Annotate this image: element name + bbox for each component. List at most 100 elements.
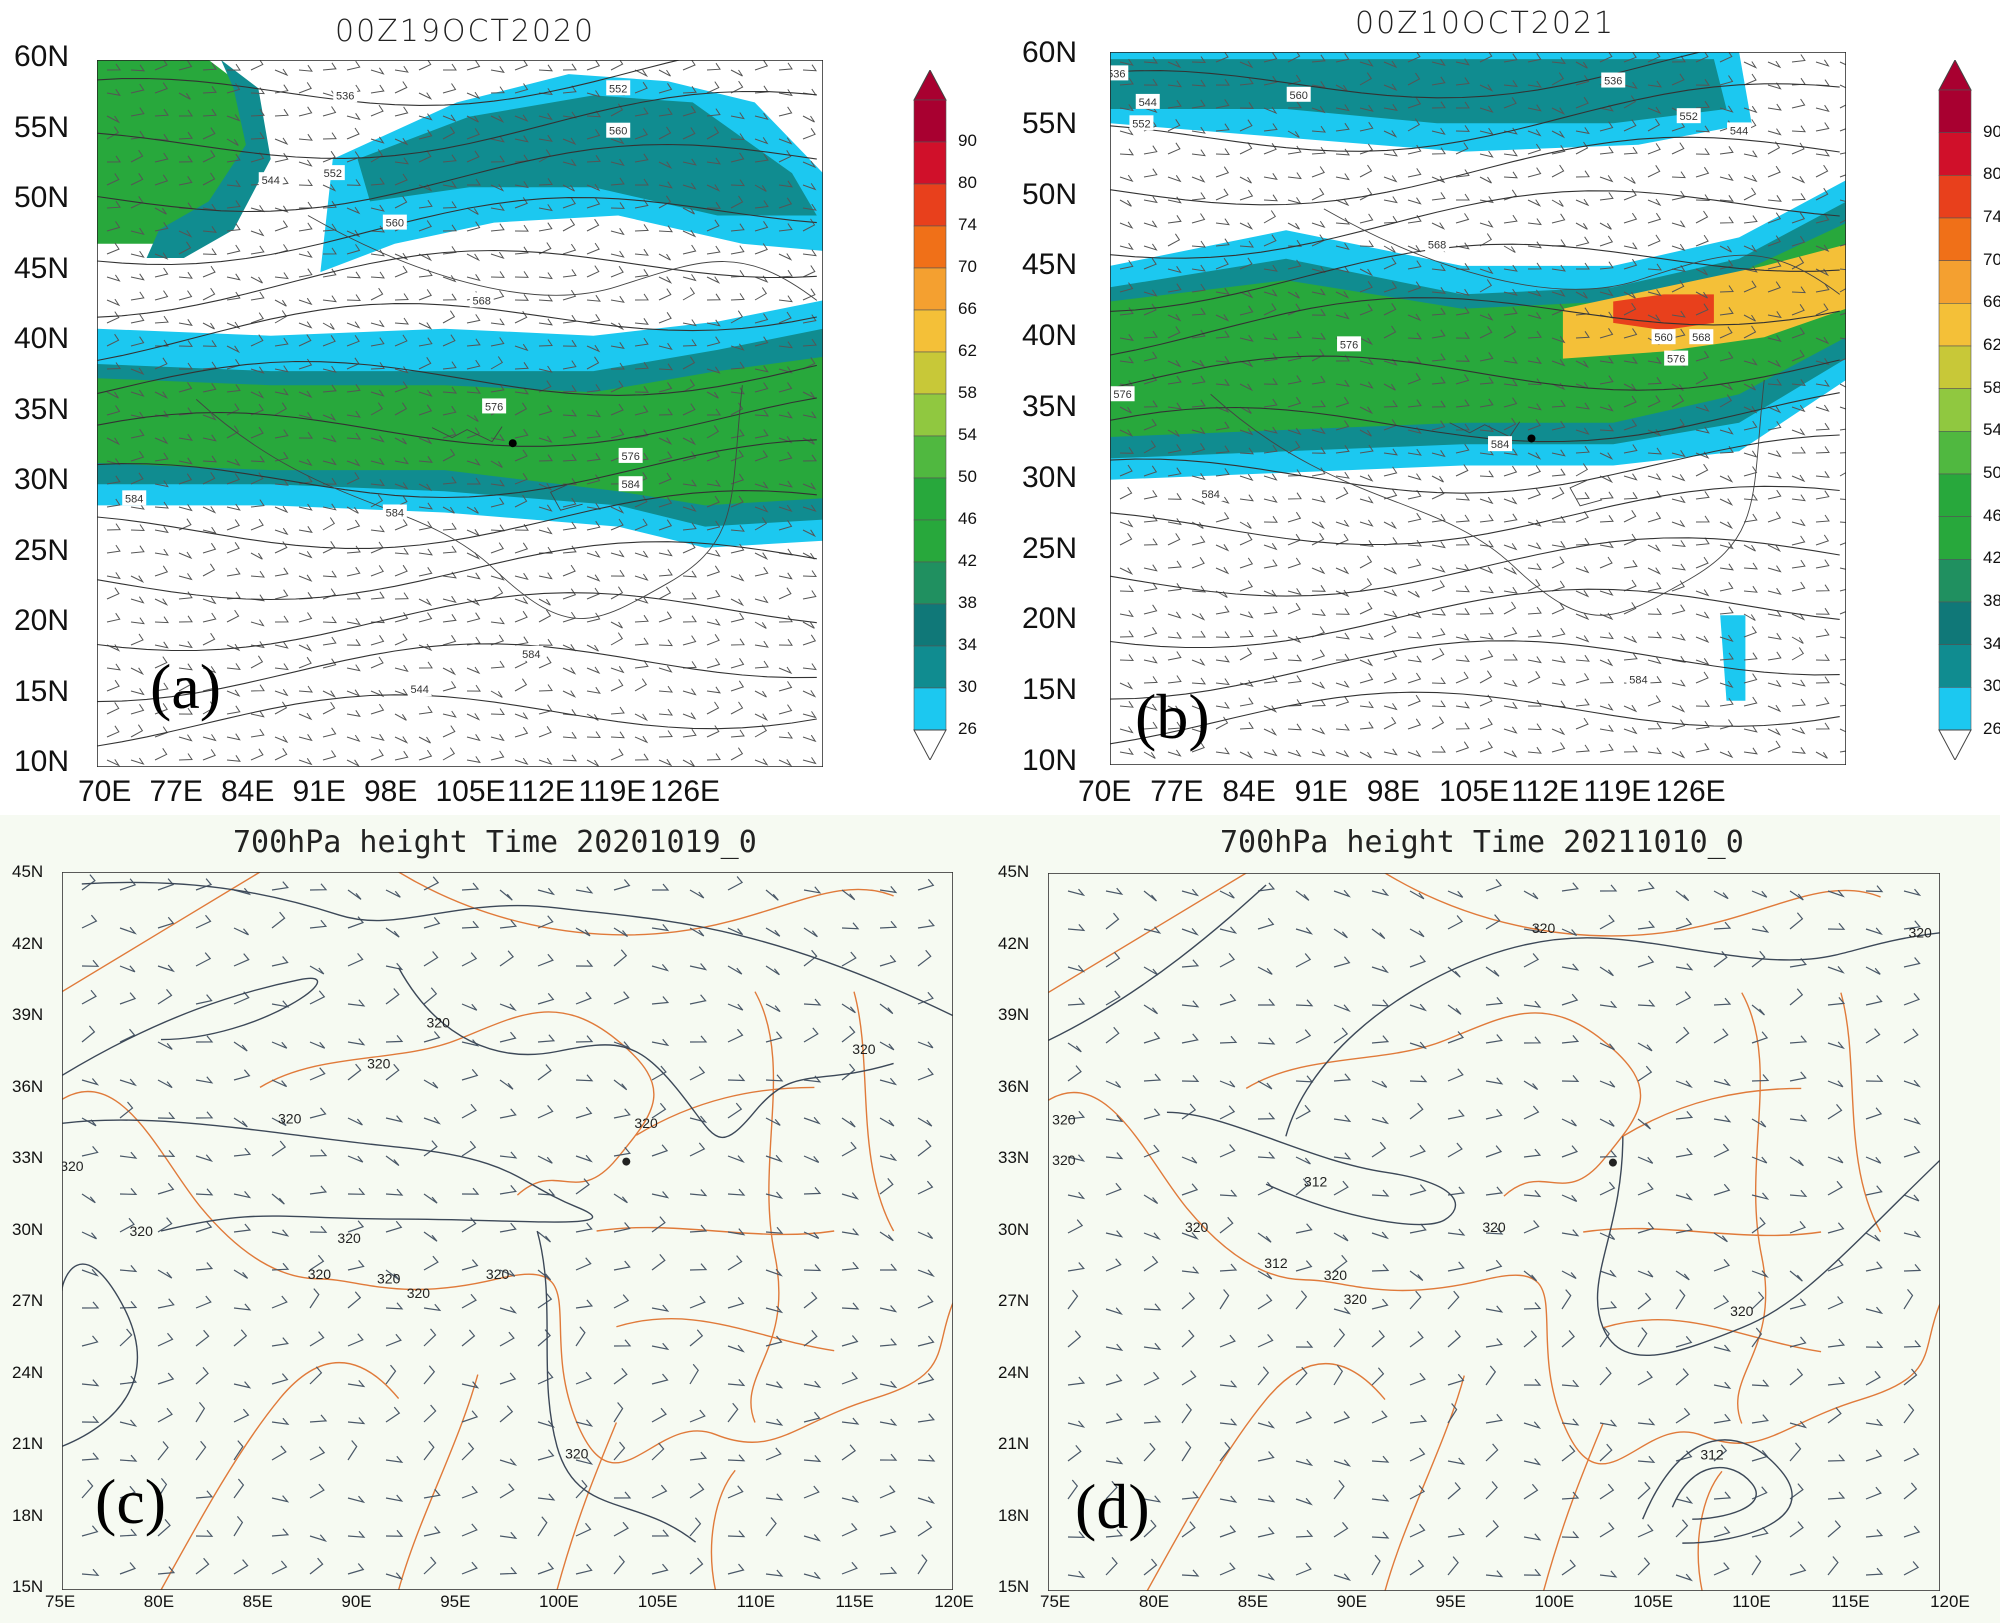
wind-barb	[682, 356, 696, 370]
wind-barb	[1503, 702, 1518, 709]
wind-barb	[730, 387, 745, 395]
wind-barb	[1647, 289, 1662, 297]
wind-barb	[1839, 542, 1846, 546]
wind-barb	[1695, 371, 1709, 385]
wind-barb	[778, 731, 793, 739]
wind-barb	[1743, 215, 1758, 224]
wind-barb	[347, 953, 364, 967]
wind-barb	[538, 527, 553, 535]
wind-barb	[1311, 749, 1326, 757]
contour-label-box	[382, 504, 407, 520]
wind-barb	[765, 1418, 784, 1426]
colorbar-label: 50	[958, 467, 977, 486]
wind-barb	[727, 1485, 744, 1499]
wind-barb	[1751, 1074, 1770, 1082]
wind-barb	[1815, 336, 1830, 345]
wind-barb	[322, 750, 337, 761]
wind-barb	[651, 1254, 666, 1271]
wind-barb	[1743, 73, 1757, 86]
wind-barb	[1447, 1109, 1465, 1120]
wind-barb	[322, 727, 337, 738]
contour-label-box	[258, 172, 283, 188]
lat-tick-label: 45N	[1022, 248, 1078, 282]
wind-barb	[467, 477, 481, 485]
wind-barb	[178, 176, 193, 186]
wind-barb	[1335, 445, 1350, 454]
wind-barb	[634, 128, 648, 140]
wind-barb	[1219, 1035, 1238, 1044]
colorbar-label: 38	[958, 593, 977, 612]
wind-barb	[1167, 80, 1182, 88]
wind-barb	[880, 1263, 898, 1271]
wind-barb	[514, 362, 529, 370]
wind-barb	[1719, 351, 1734, 362]
wind-barb	[1455, 288, 1470, 297]
wind-barb	[1311, 427, 1326, 435]
wind-barb	[490, 184, 505, 192]
wind-barb	[250, 655, 264, 669]
wind-barb	[1219, 1263, 1238, 1272]
wind-barb	[346, 294, 361, 302]
wind-barb	[658, 496, 673, 508]
wind-barb	[1257, 1080, 1273, 1090]
wind-barb	[575, 1257, 592, 1271]
wind-barb	[537, 1034, 556, 1043]
wind-barb	[154, 207, 167, 215]
wind-barb	[1287, 492, 1302, 500]
colorbar-swatch	[1938, 388, 1972, 432]
wind-barb	[1599, 261, 1614, 270]
wind-barb	[385, 1115, 404, 1123]
wind-barb	[1431, 565, 1446, 573]
wind-barb	[1695, 210, 1709, 224]
wind-barb	[682, 570, 697, 578]
wind-barb	[610, 706, 625, 715]
wind-barb	[1791, 428, 1806, 436]
wind-barb	[1219, 926, 1238, 934]
wind-barb	[1695, 556, 1709, 569]
wind-barb	[119, 1485, 136, 1499]
wind-barb	[1359, 337, 1374, 346]
wind-barb	[1791, 727, 1806, 735]
wind-barb	[917, 1269, 935, 1278]
wind-barb	[1751, 1217, 1766, 1234]
wind-barb	[1743, 325, 1757, 339]
wind-barb	[730, 223, 745, 232]
wind-barb	[765, 1154, 783, 1163]
wind-barb	[841, 1025, 856, 1043]
wind-barb	[1239, 189, 1254, 201]
wind-barb	[1485, 1259, 1503, 1272]
wind-barb	[119, 1328, 133, 1347]
wind-barb	[250, 291, 265, 301]
wind-barb	[418, 736, 431, 744]
wind-barb	[651, 1373, 669, 1385]
wind-barb	[1295, 927, 1314, 935]
wind-barb	[1599, 121, 1614, 132]
wind-barb	[1527, 199, 1542, 207]
wind-barb	[634, 495, 648, 508]
contour-label: 552	[1680, 111, 1698, 123]
wind-barb	[1258, 998, 1276, 1006]
wind-barb	[1143, 418, 1157, 431]
wind-barb	[879, 955, 897, 967]
wind-barb	[1191, 704, 1206, 712]
wind-barb	[154, 60, 168, 71]
wind-barb	[1219, 1525, 1237, 1538]
wind-barb	[226, 114, 241, 122]
wind-barb	[442, 180, 457, 188]
wind-barb	[730, 729, 745, 738]
wind-barb	[610, 666, 625, 674]
wind-barb	[1903, 1194, 1920, 1202]
wind-barb	[1599, 146, 1614, 155]
contour-line	[1110, 243, 1840, 312]
wind-barb	[538, 656, 552, 669]
wind-barb	[347, 916, 365, 929]
wind-barb	[346, 206, 361, 215]
wind-barb	[1767, 511, 1782, 523]
wind-barb	[706, 618, 721, 626]
lat-tick-label: 25N	[1022, 531, 1078, 565]
wind-barb	[1455, 655, 1470, 663]
lat-tick-label: 21N	[12, 1434, 44, 1453]
wind-barb	[461, 1187, 480, 1195]
wind-barb	[1431, 420, 1446, 431]
wind-barb	[1903, 1289, 1914, 1310]
